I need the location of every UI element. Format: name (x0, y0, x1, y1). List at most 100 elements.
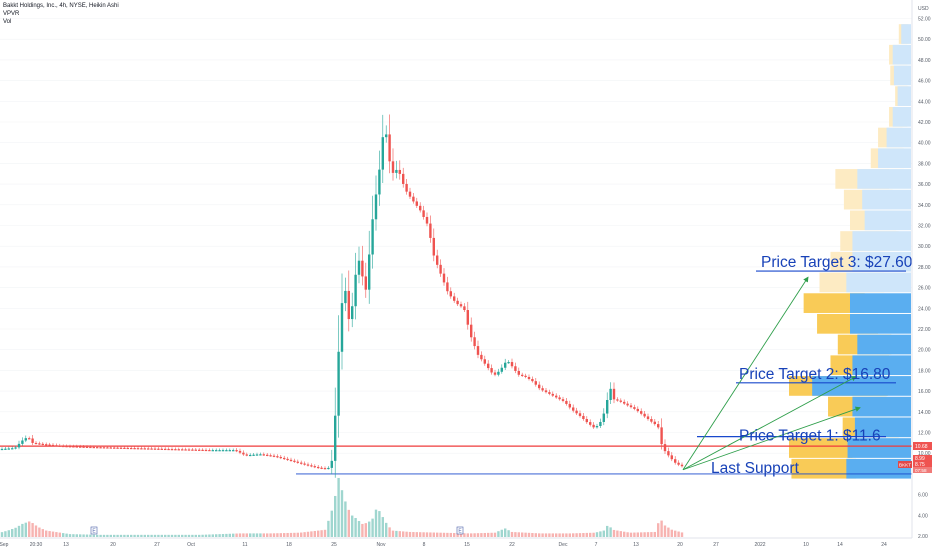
candle-down (412, 196, 415, 202)
candle-down (640, 411, 643, 414)
volume-bar (487, 532, 490, 537)
volume-bar (133, 534, 136, 537)
vp-buy-bar (864, 210, 911, 231)
volume-bar (510, 531, 514, 537)
symbol-line[interactable]: Bakkt Holdings, Inc., 4h, NYSE, Heikin A… (3, 3, 119, 9)
projection-arrow[interactable] (682, 406, 861, 471)
volume-bar (28, 521, 31, 537)
volume-bar (255, 533, 259, 537)
volume-bar (650, 532, 653, 537)
volume-bar (473, 533, 476, 537)
volume-bar (623, 531, 626, 537)
candle-up (215, 450, 218, 452)
volume-bar (330, 510, 333, 537)
candle-down (646, 416, 650, 420)
volume-bar (225, 533, 228, 537)
volume-bar (150, 534, 153, 537)
candle-down (153, 448, 157, 450)
support-label[interactable]: Last Support (711, 460, 800, 477)
volume-bar (293, 532, 296, 537)
candle-up (368, 254, 371, 290)
target2-label[interactable]: Price Target 2: $16.80 (739, 366, 891, 383)
volume-bar (398, 531, 401, 537)
volume-bar (313, 530, 316, 537)
candle-up (340, 303, 344, 352)
time-axis[interactable]: Sep 20:30 13 20 27 Oct 11 18 25 Nov 8 15 22 Dec 7 13 20 2… (0, 537, 932, 550)
candle-down (531, 378, 534, 382)
candle-up (334, 415, 337, 461)
volume-bar (347, 509, 350, 537)
volume-bar (572, 533, 575, 537)
candle-down (89, 446, 92, 449)
volume-bar (286, 532, 289, 537)
candle-down (279, 456, 282, 459)
volume-bar (327, 520, 330, 537)
target1-label[interactable]: Price Target 1: $11.6 (739, 428, 881, 445)
volume-bar (140, 534, 143, 537)
volume-bar (160, 534, 163, 537)
x-tick-label: 14 (837, 542, 843, 548)
volume-bar (674, 530, 677, 537)
candle-down (289, 459, 293, 461)
volume-bar (442, 532, 446, 537)
candle-down (130, 447, 133, 450)
candle-down (48, 444, 51, 446)
volume-bar (653, 531, 656, 537)
candle-down (558, 397, 561, 400)
ticker-tag: BKKT (899, 463, 911, 468)
candle-up (378, 169, 381, 195)
target3-label[interactable]: Price Target 3: $27.60 (761, 254, 913, 271)
volume-bar (361, 523, 364, 537)
volume-bars (0, 477, 684, 537)
volume-bar (174, 534, 177, 537)
vpvr-indicator-label[interactable]: VPVR (3, 11, 20, 17)
volume-indicator-label[interactable]: Vol (3, 19, 12, 25)
volume-profile (789, 24, 911, 479)
candle-down (65, 446, 68, 448)
candle-down (398, 169, 401, 174)
vp-buy-bar (901, 24, 911, 44)
candle-down (204, 449, 208, 452)
price-axis[interactable]: USD 52.00 50.00 48.00 46.00 44.00 42.00 40.00 3… (898, 0, 932, 550)
volume-bar (136, 534, 140, 537)
volume-bar (62, 533, 65, 537)
volume-bar (514, 532, 517, 537)
volume-bar (296, 532, 299, 537)
volume-bar (402, 531, 405, 537)
volume-bar (306, 531, 310, 537)
x-tick-label: 13 (63, 542, 69, 548)
projection-arrow[interactable] (682, 276, 809, 471)
volume-bar (68, 534, 72, 537)
volume-bar (558, 533, 561, 537)
candle-down (150, 448, 153, 450)
candle-down (429, 223, 432, 238)
y-tick-label: 36.00 (918, 182, 931, 188)
earnings-event-box[interactable] (90, 526, 98, 535)
candle-up (351, 306, 354, 320)
volume-bar (531, 533, 534, 537)
volume-bar (126, 534, 129, 537)
volume-bar (568, 533, 571, 537)
candle-down (293, 460, 296, 462)
volume-bar (89, 534, 92, 537)
x-tick-label: 25 (331, 542, 337, 548)
x-tick-label: 24 (881, 542, 887, 548)
projection-arrow[interactable] (682, 376, 857, 471)
candle-down (34, 442, 38, 445)
candle-up (507, 362, 510, 364)
candle-down (157, 448, 160, 450)
y-tick-label: 34.00 (918, 203, 931, 209)
volume-bar (507, 530, 510, 537)
candle-up (381, 137, 384, 170)
volume-bar (497, 531, 500, 537)
volume-bar (245, 533, 248, 537)
volume-bar (55, 532, 58, 537)
volume-bar (609, 527, 612, 537)
volume-bar (65, 533, 68, 537)
candle-down (62, 445, 65, 448)
volume-bar (357, 521, 361, 537)
earnings-event-box[interactable] (456, 526, 464, 535)
vp-buy-bar (854, 417, 911, 438)
x-tick-label: 11 (242, 542, 247, 548)
